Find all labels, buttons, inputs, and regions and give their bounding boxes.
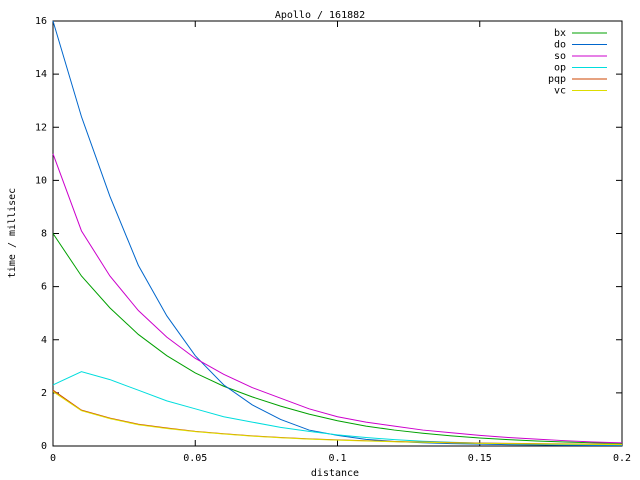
x-tick-label: 0.05 [183,453,207,464]
legend-label: op [554,63,566,74]
y-axis-label: time / millisec [7,188,18,278]
legend-label: bx [554,28,566,39]
chart-title: Apollo / 161882 [275,10,365,21]
y-tick-label: 10 [35,175,47,186]
y-tick-label: 4 [41,335,47,346]
x-tick-label: 0.2 [613,453,631,464]
series-line [52,20,622,446]
y-tick-label: 0 [41,441,47,452]
series-line [52,391,623,446]
legend-label: vc [554,86,566,97]
y-tick-label: 16 [35,16,47,27]
series-line [52,153,623,444]
y-tick-label: 8 [41,229,47,240]
y-tick-label: 14 [35,69,47,80]
series-line [52,233,623,444]
x-axis-label: distance [311,468,359,479]
legend-label: pqp [548,74,566,85]
x-tick-label: 0.15 [468,453,492,464]
y-tick-label: 12 [35,122,47,133]
legend-label: so [554,51,566,62]
legend-label: do [554,40,566,51]
x-tick-label: 0 [50,453,56,464]
x-tick-label: 0.1 [328,453,346,464]
y-tick-label: 6 [41,282,47,293]
y-tick-label: 2 [41,388,47,399]
